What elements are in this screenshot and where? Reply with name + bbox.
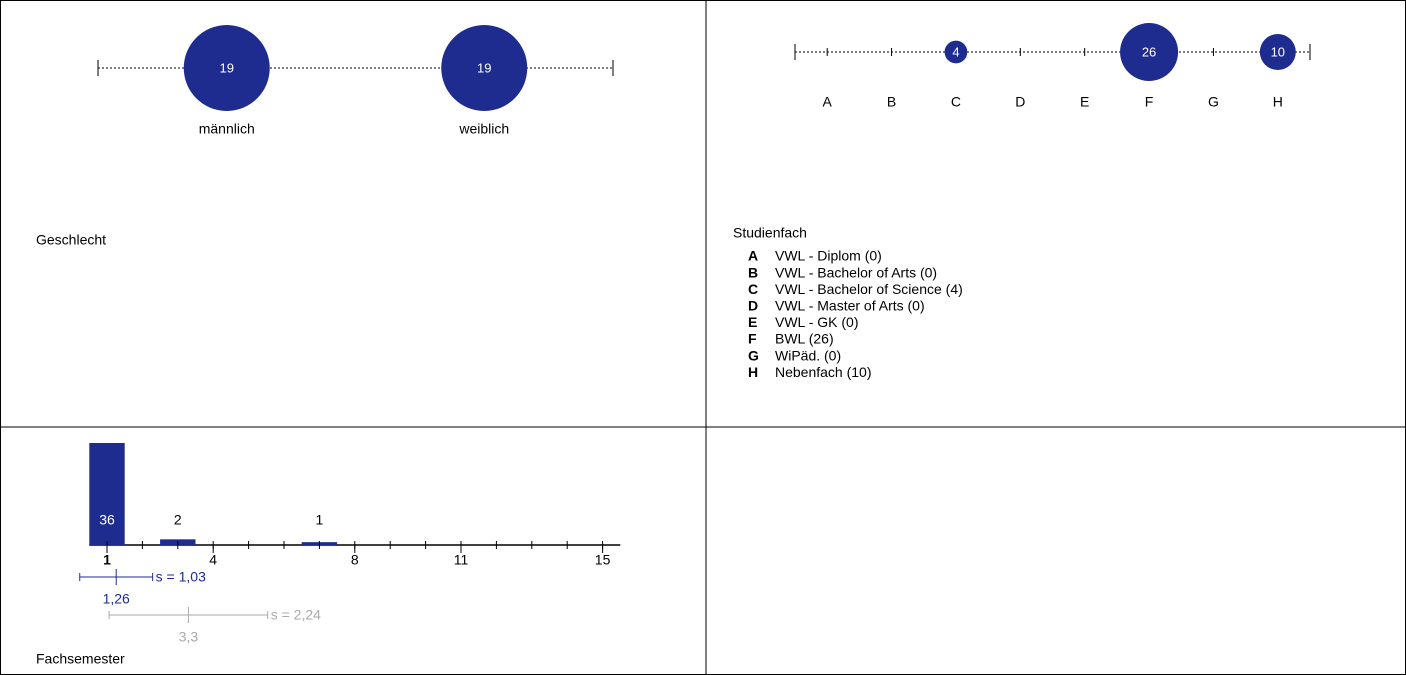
legend-key: D bbox=[748, 298, 758, 314]
legend-label: VWL - GK (0) bbox=[775, 314, 859, 330]
chart-title: Fachsemester bbox=[36, 651, 125, 667]
category-label: B bbox=[887, 94, 896, 110]
category-label: H bbox=[1273, 94, 1283, 110]
x-tick-label: 1 bbox=[103, 552, 111, 568]
mean-label: 3,3 bbox=[179, 629, 199, 645]
value-label: 2 bbox=[174, 512, 182, 528]
category-label: weiblich bbox=[458, 121, 509, 137]
bubble-label: 26 bbox=[1142, 44, 1156, 59]
bubble-label: 19 bbox=[220, 60, 234, 75]
bar bbox=[89, 443, 125, 545]
legend-key: F bbox=[748, 331, 757, 347]
value-label: 36 bbox=[99, 512, 115, 528]
bubble-label: 4 bbox=[952, 44, 959, 59]
sd-label: s = 2,24 bbox=[271, 607, 321, 623]
category-label: F bbox=[1145, 94, 1154, 110]
x-tick-label: 4 bbox=[209, 552, 217, 568]
legend-key: H bbox=[748, 364, 758, 380]
legend-key: E bbox=[748, 314, 757, 330]
legend-key: G bbox=[748, 347, 759, 363]
legend-label: BWL (26) bbox=[775, 331, 834, 347]
bubble bbox=[1120, 23, 1179, 81]
legend-label: VWL - Bachelor of Science (4) bbox=[775, 281, 963, 297]
legend-label: Nebenfach (10) bbox=[775, 364, 872, 380]
bubble-label: 10 bbox=[1271, 44, 1285, 59]
category-label: E bbox=[1080, 94, 1089, 110]
category-label: D bbox=[1015, 94, 1025, 110]
legend-key: A bbox=[748, 248, 758, 264]
legend-label: VWL - Master of Arts (0) bbox=[775, 298, 925, 314]
value-label: 1 bbox=[316, 512, 324, 528]
category-label: C bbox=[951, 94, 961, 110]
bubble bbox=[183, 25, 270, 111]
chart-title: Studienfach bbox=[733, 225, 807, 241]
category-label: A bbox=[823, 94, 833, 110]
mean-label: 1,26 bbox=[103, 591, 130, 607]
legend-label: WiPäd. (0) bbox=[775, 347, 841, 363]
bubble bbox=[944, 40, 968, 64]
legend-label: VWL - Diplom (0) bbox=[775, 248, 882, 264]
x-tick-label: 15 bbox=[595, 552, 611, 568]
legend-key: B bbox=[748, 264, 758, 280]
x-tick-label: 11 bbox=[454, 552, 469, 568]
legend-key: C bbox=[748, 281, 758, 297]
legend-label: VWL - Bachelor of Arts (0) bbox=[775, 264, 937, 280]
chart-title: Geschlecht bbox=[36, 232, 106, 248]
bubble bbox=[1259, 34, 1296, 70]
category-label: G bbox=[1208, 94, 1219, 110]
x-tick-label: 8 bbox=[351, 552, 359, 568]
bubble-label: 19 bbox=[477, 60, 491, 75]
category-label: männlich bbox=[199, 121, 255, 137]
bubble bbox=[441, 25, 528, 111]
sd-label: s = 1,03 bbox=[156, 569, 206, 585]
